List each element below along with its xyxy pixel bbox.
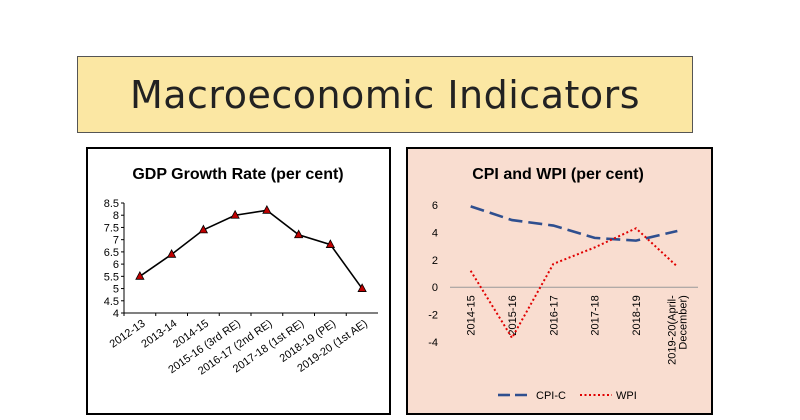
gdp-y-tick-label: 8.5 [104,198,119,210]
cpi-wpi-chart-title: CPI and WPI (per cent) [472,166,644,183]
cpi-y-tick-label: 2 [432,255,438,267]
legend-cpi-label: CPI-C [536,390,566,402]
gdp-x-tick-label: 2012-13 [108,318,148,351]
cpi-y-tick-label: 0 [432,282,438,294]
cpi-x-tick-label: 2016-17 [548,295,560,335]
cpi-wpi-chart: CPI and WPI (per cent) -4 -2 0 2 4 6 2014-15 20… [428,166,698,402]
gdp-data-point [293,229,304,239]
gdp-y-tick-label: 5.5 [104,271,119,283]
cpi-x-tick-label: 2014-15 [466,295,478,335]
gdp-x-tick-label: 2013-14 [139,318,179,351]
gdp-data-point [262,204,272,214]
gdp-y-tick-label: 5 [113,284,119,296]
slide-title: Macroeconomic Indicators [129,72,641,117]
slide-title-box: Macroeconomic Indicators [77,56,693,133]
cpi-x-tick-label-line: 2016-17 [548,295,560,335]
cpi-x-tick-label: 2017-18 [590,295,602,335]
cpi-x-tick-label: 2015-16 [507,295,519,335]
cpi-y-tick-label: -2 [428,310,438,322]
gdp-data-point [198,224,209,234]
cpi-x-tick-label-line: 2017-18 [590,295,602,335]
gdp-y-tick-label: 4 [113,308,119,320]
gdp-series-line [139,209,363,290]
cpi-x-tick-label-line: December) [677,295,689,349]
cpi-x-tick-label-line: 2015-16 [507,295,519,335]
cpi-x-tick-label: 2018-19 [631,295,643,335]
gdp-data-point [325,239,336,248]
cpi-x-tick-label-line: 2014-15 [466,295,478,335]
cpi-wpi-chart-panel: CPI and WPI (per cent) -4 -2 0 2 4 6 2014-15 20… [406,147,713,415]
cpi-y-tick-label: 4 [432,227,438,239]
cpi-y-tick-label: -4 [428,337,438,349]
gdp-chart: GDP Growth Rate (per cent) 44.555.566.57… [104,166,378,378]
gdp-data-point [135,270,145,280]
gdp-chart-panel: GDP Growth Rate (per cent) 4 4.5 5 5.5 6 6.5 7… [86,147,391,415]
gdp-y-tick-label: 6 [113,259,119,271]
gdp-y-tick-label: 7.5 [104,222,119,234]
gdp-data-point [166,248,177,258]
gdp-data-point [230,209,240,219]
gdp-y-tick-label: 6.5 [104,247,119,259]
gdp-data-point [357,283,367,292]
cpi-series-line [470,205,678,242]
gdp-y-tick-label: 8 [113,210,119,222]
cpi-y-tick-label: 6 [432,200,438,212]
legend-wpi-label: WPI [616,390,637,402]
gdp-chart-title: GDP Growth Rate (per cent) [132,166,343,183]
gdp-y-tick-label: 4.5 [104,296,119,308]
gdp-y-tick-label: 7 [113,235,119,247]
cpi-x-tick-label-line: 2019-20(April- [666,295,678,365]
cpi-x-tick-label: 2019-20(April-December) [666,295,689,365]
wpi-series-line [469,227,679,340]
cpi-x-tick-label-line: 2018-19 [631,295,643,335]
